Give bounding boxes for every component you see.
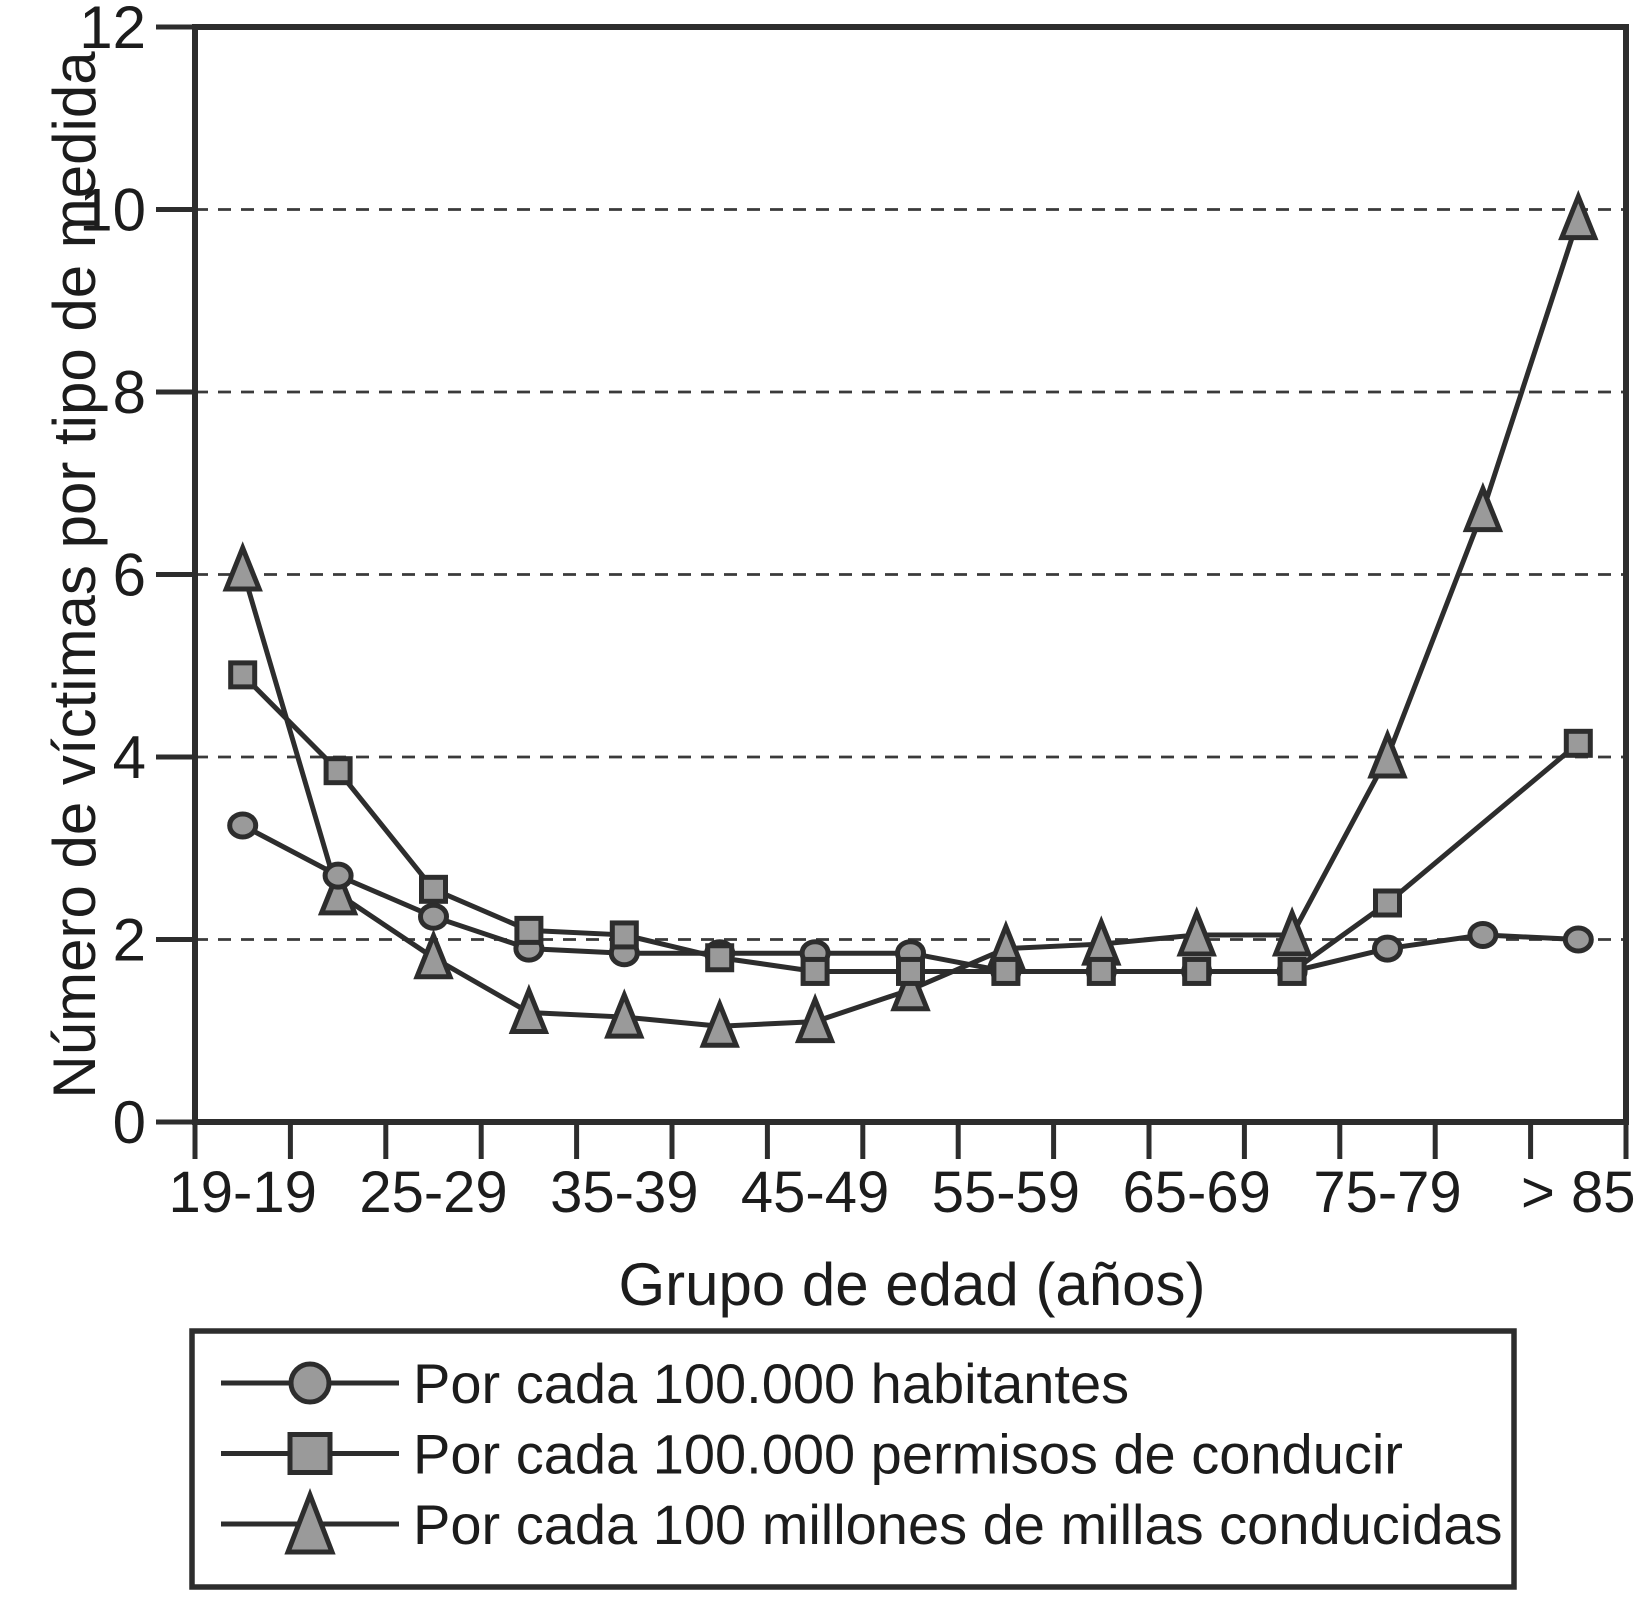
square-marker — [609, 920, 639, 950]
x-tick-label: 45-49 — [741, 1160, 889, 1225]
y-tick-label: 12 — [79, 0, 146, 61]
triangle-marker — [1176, 906, 1217, 957]
square-marker — [514, 915, 544, 945]
triangle-marker — [317, 865, 359, 916]
circle-marker — [322, 861, 354, 890]
x-tick-label: > 85 — [1521, 1160, 1636, 1225]
triangle-marker — [794, 992, 836, 1044]
legend-triangle-icon — [284, 1488, 336, 1555]
y-tick-label: 2 — [113, 907, 146, 974]
square-marker — [228, 660, 258, 690]
x-axis-title: Grupo de edad (años) — [618, 1251, 1205, 1318]
y-tick-label: 4 — [113, 724, 146, 791]
y-tick-label: 8 — [113, 359, 146, 426]
legend-square-icon — [287, 1432, 333, 1475]
series-line-square — [240, 673, 1580, 974]
x-tick-label: 19-19 — [169, 1160, 317, 1225]
x-tick-label: 25-29 — [359, 1160, 507, 1225]
y-tick-label: 0 — [113, 1089, 146, 1156]
square-marker — [1563, 728, 1593, 758]
square-marker — [1086, 956, 1116, 986]
legend-label: Por cada 100.000 habitantes — [413, 1352, 1129, 1415]
x-tick-label: 65-69 — [1123, 1160, 1271, 1225]
triangle-marker — [1558, 189, 1599, 241]
square-marker — [991, 956, 1021, 986]
square-marker — [896, 956, 925, 986]
y-tick-label: 6 — [113, 542, 146, 609]
legend-label: Por cada 100 millones de millas conducid… — [413, 1493, 1502, 1556]
square-marker — [323, 756, 353, 786]
x-tick-label: 75-79 — [1313, 1160, 1461, 1225]
triangle-marker — [222, 541, 263, 592]
y-axis-title: Número de víctimas por tipo de medida — [41, 51, 108, 1099]
y-tick-label: 10 — [79, 177, 146, 244]
square-marker — [419, 874, 448, 904]
circle-marker — [1372, 934, 1403, 963]
triangle-marker — [1271, 906, 1313, 957]
x-tick-label: 55-59 — [932, 1160, 1080, 1225]
legend-label: Por cada 100.000 permisos de conducir — [413, 1423, 1403, 1486]
square-marker — [800, 956, 830, 986]
triangle-marker — [890, 960, 931, 1012]
circle-marker — [1562, 925, 1594, 954]
triangle-marker — [1462, 481, 1504, 533]
circle-marker — [227, 811, 259, 840]
square-marker — [1182, 956, 1212, 986]
triangle-marker — [508, 983, 550, 1034]
legend-box — [189, 1328, 1517, 1590]
triangle-marker — [413, 929, 454, 980]
triangle-marker — [699, 997, 740, 1048]
legend-circle-icon — [288, 1361, 332, 1405]
square-marker — [705, 943, 735, 973]
triangle-marker — [1367, 728, 1408, 779]
square-marker — [1277, 956, 1307, 986]
circle-marker — [1467, 920, 1499, 949]
circle-marker — [418, 902, 449, 931]
square-marker — [1373, 888, 1402, 918]
x-tick-label: 35-39 — [550, 1160, 698, 1225]
triangle-marker — [604, 988, 645, 1039]
